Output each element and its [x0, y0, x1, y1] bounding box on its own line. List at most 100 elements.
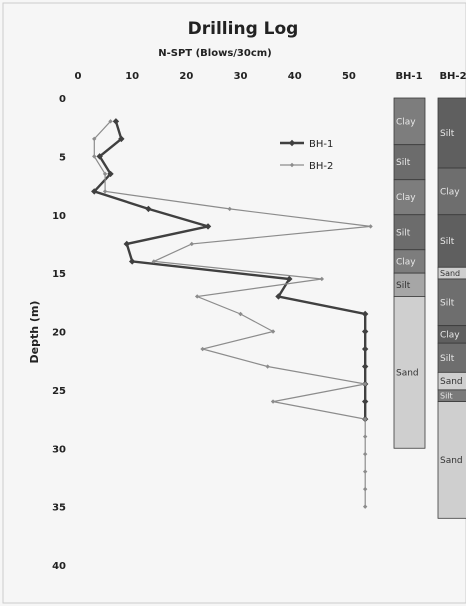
data-point [362, 451, 368, 457]
borehole-header: BH-1 [395, 71, 422, 82]
data-point [361, 345, 369, 353]
borehole-bh-2: BH-2 Silt Clay Silt Sand Silt Clay Silt Sand Silt… [437, 71, 466, 519]
data-point [362, 381, 368, 387]
data-point [362, 486, 368, 492]
x-tick-label: 10 [125, 71, 139, 82]
borehole-columns: BH-1 Clay Silt Clay Silt Clay Silt Sand BH-2 Silt… [393, 71, 466, 519]
soil-layer [437, 167, 466, 216]
soil-layer-label: Silt [396, 158, 411, 168]
data-point [362, 434, 368, 439]
data-point [275, 293, 282, 300]
data-point [200, 346, 205, 352]
soil-layer-label: Clay [396, 257, 416, 267]
x-tick-labels: 0 10 20 30 40 50 [75, 71, 356, 82]
data-point [361, 328, 369, 335]
y-tick-label: 10 [52, 211, 66, 222]
soil-layer-label: Silt [440, 298, 455, 308]
data-point [195, 294, 200, 299]
soil-layer-label: Silt [440, 354, 455, 364]
soil-layer-label: Clay [440, 187, 460, 197]
data-point [102, 171, 108, 177]
data-point [96, 153, 103, 160]
data-point [361, 363, 369, 370]
soil-layer-label: Silt [440, 129, 455, 139]
data-point [102, 189, 108, 194]
y-tick-label: 35 [52, 503, 66, 514]
soil-layer [393, 296, 426, 449]
x-axis-label: N-SPT (Blows/30cm) [158, 48, 272, 59]
x-tick-label: 30 [234, 71, 248, 82]
data-point [151, 259, 157, 264]
y-tick-label: 30 [52, 444, 66, 455]
data-point [204, 223, 212, 230]
chart-title: Drilling Log [188, 19, 299, 39]
legend-swatch-marker [288, 139, 296, 147]
y-tick-label: 25 [52, 386, 66, 397]
data-point [128, 258, 136, 265]
y-tick-labels: 0 5 10 15 20 25 30 35 40 [52, 94, 66, 572]
soil-layer-label: Silt [440, 237, 455, 247]
soil-layer-label: Sand [440, 456, 463, 466]
data-point [286, 275, 293, 283]
data-point [123, 240, 130, 248]
soil-layer-label: Clay [396, 117, 416, 127]
data-point [145, 205, 152, 213]
soil-layer-label: Sand [440, 377, 463, 387]
soil-layer-label: Silt [440, 392, 453, 401]
legend-swatch-marker [289, 162, 295, 168]
x-tick-label: 50 [342, 71, 356, 82]
series-group [91, 118, 373, 509]
data-point [362, 469, 368, 474]
data-point [238, 311, 243, 317]
data-point [368, 224, 373, 229]
y-tick-label: 5 [59, 152, 66, 163]
soil-layer [437, 278, 466, 327]
soil-layer-label: Sand [440, 269, 460, 278]
y-tick-label: 15 [52, 269, 66, 280]
data-point [362, 504, 368, 509]
data-point [92, 136, 97, 142]
data-point [361, 310, 369, 318]
soil-layer-label: Clay [396, 193, 416, 203]
legend-entry: BH-1 [309, 139, 333, 150]
data-point [112, 118, 120, 125]
y-tick-label: 0 [59, 94, 66, 105]
series-bh-2 [92, 119, 373, 509]
soil-layer-label: Sand [396, 368, 419, 378]
data-point [107, 170, 114, 178]
soil-layer-label: Silt [396, 228, 411, 238]
series-bh-1 [91, 118, 369, 423]
legend: BH-1 BH-2 [280, 139, 333, 172]
data-point [91, 188, 98, 195]
data-point [108, 119, 113, 124]
x-tick-label: 20 [179, 71, 193, 82]
data-point [270, 329, 276, 334]
data-point [361, 398, 369, 405]
y-tick-label: 20 [52, 328, 66, 339]
data-point [92, 154, 97, 159]
soil-layer [437, 342, 466, 373]
soil-layer [437, 401, 466, 519]
x-tick-label: 0 [75, 71, 82, 82]
soil-layer [393, 214, 426, 251]
data-point [265, 364, 270, 369]
soil-layer [437, 97, 466, 169]
soil-layer-label: Clay [440, 330, 460, 340]
x-tick-label: 40 [288, 71, 302, 82]
y-axis-label: Depth (m) [28, 301, 41, 364]
soil-layer-label: Silt [396, 281, 411, 291]
borehole-header: BH-2 [439, 71, 466, 82]
data-point [118, 135, 125, 143]
data-point [319, 276, 325, 282]
y-tick-label: 40 [52, 561, 66, 572]
data-point [270, 399, 276, 404]
data-point [362, 416, 368, 422]
data-point [227, 206, 232, 212]
borehole-bh-1: BH-1 Clay Silt Clay Silt Clay Silt Sand [393, 71, 426, 449]
data-point [189, 241, 194, 247]
legend-entry: BH-2 [309, 161, 333, 172]
